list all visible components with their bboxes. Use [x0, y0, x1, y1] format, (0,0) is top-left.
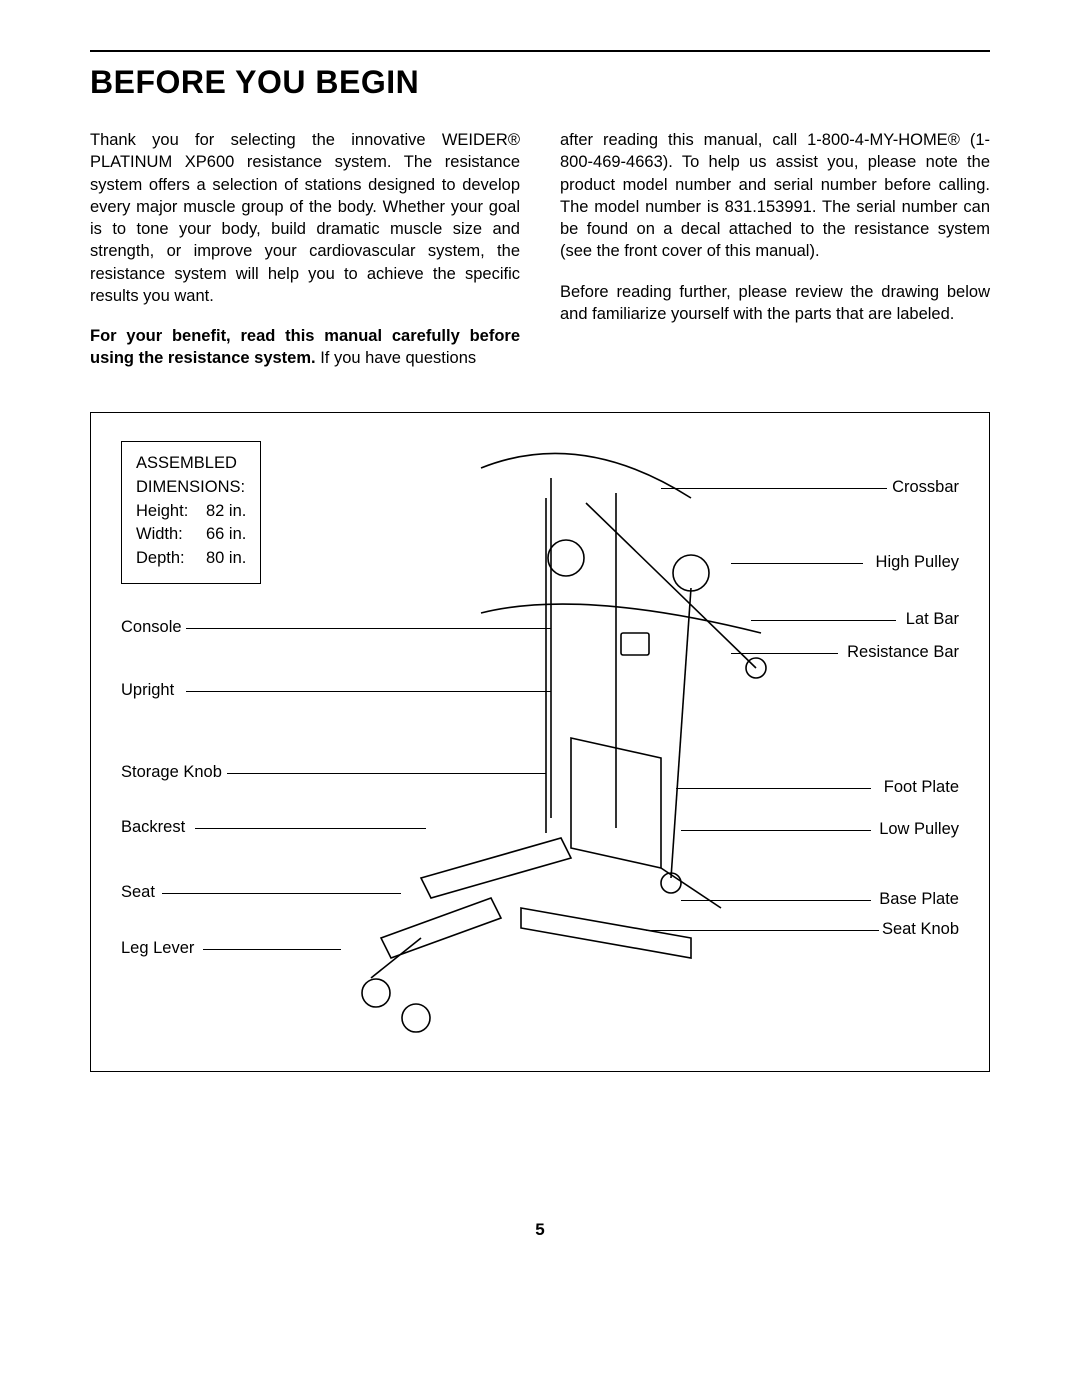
- part-label: Leg Lever: [121, 939, 194, 958]
- page-title: BEFORE YOU BEGIN: [90, 64, 990, 101]
- instruction-tail-right: after reading this manual, call 1-800-4-…: [560, 129, 990, 263]
- part-label: Console: [121, 618, 182, 637]
- part-label: Upright: [121, 681, 174, 700]
- column-right: after reading this manual, call 1-800-4-…: [560, 129, 990, 388]
- parts-diagram: ASSEMBLEDDIMENSIONS: Height:82 in.Width:…: [90, 412, 990, 1072]
- leader-line: [681, 830, 871, 831]
- top-rule: [90, 50, 990, 52]
- leader-line: [646, 930, 879, 931]
- leader-line: [162, 893, 401, 894]
- leader-line: [203, 949, 341, 950]
- part-label: Crossbar: [892, 478, 959, 497]
- dimension-value: 66 in.: [206, 523, 246, 547]
- leader-line: [681, 900, 871, 901]
- dimension-key: Width:: [136, 523, 206, 547]
- dimensions-box: ASSEMBLEDDIMENSIONS: Height:82 in.Width:…: [121, 441, 261, 585]
- body-columns: Thank you for selecting the innovative W…: [90, 129, 990, 388]
- equipment-svg: [361, 438, 781, 1043]
- leader-line: [661, 488, 887, 489]
- instruction-tail-left: If you have questions: [316, 349, 477, 367]
- leader-line: [676, 788, 871, 789]
- part-label: Foot Plate: [884, 778, 959, 797]
- leader-line: [751, 620, 896, 621]
- leader-line: [227, 773, 546, 774]
- part-label: Base Plate: [879, 890, 959, 909]
- leader-line: [731, 563, 863, 564]
- part-label: Seat Knob: [882, 920, 959, 939]
- dimension-row: Height:82 in.: [136, 500, 246, 524]
- dimension-value: 82 in.: [206, 500, 246, 524]
- part-label: Storage Knob: [121, 763, 222, 782]
- dimensions-header: ASSEMBLEDDIMENSIONS:: [136, 452, 246, 500]
- manual-page: BEFORE YOU BEGIN Thank you for selecting…: [90, 50, 990, 1072]
- intro-paragraph: Thank you for selecting the innovative W…: [90, 129, 520, 307]
- leader-line: [731, 653, 838, 654]
- leader-line: [186, 628, 551, 629]
- dimension-value: 80 in.: [206, 547, 246, 571]
- column-left: Thank you for selecting the innovative W…: [90, 129, 520, 388]
- review-drawing-paragraph: Before reading further, please review th…: [560, 281, 990, 326]
- dimension-key: Depth:: [136, 547, 206, 571]
- part-label: Backrest: [121, 818, 185, 837]
- part-label: Low Pulley: [879, 820, 959, 839]
- part-label: Lat Bar: [906, 610, 959, 629]
- leader-line: [195, 828, 426, 829]
- dimension-row: Depth:80 in.: [136, 547, 246, 571]
- page-number: 5: [90, 1220, 990, 1240]
- dimension-row: Width:66 in.: [136, 523, 246, 547]
- part-label: Seat: [121, 883, 155, 902]
- read-manual-paragraph-start: For your benefit, read this manual caref…: [90, 325, 520, 370]
- part-label: Resistance Bar: [847, 643, 959, 662]
- leader-line: [186, 691, 551, 692]
- equipment-illustration: [361, 438, 781, 1043]
- dimension-key: Height:: [136, 500, 206, 524]
- part-label: High Pulley: [876, 553, 959, 572]
